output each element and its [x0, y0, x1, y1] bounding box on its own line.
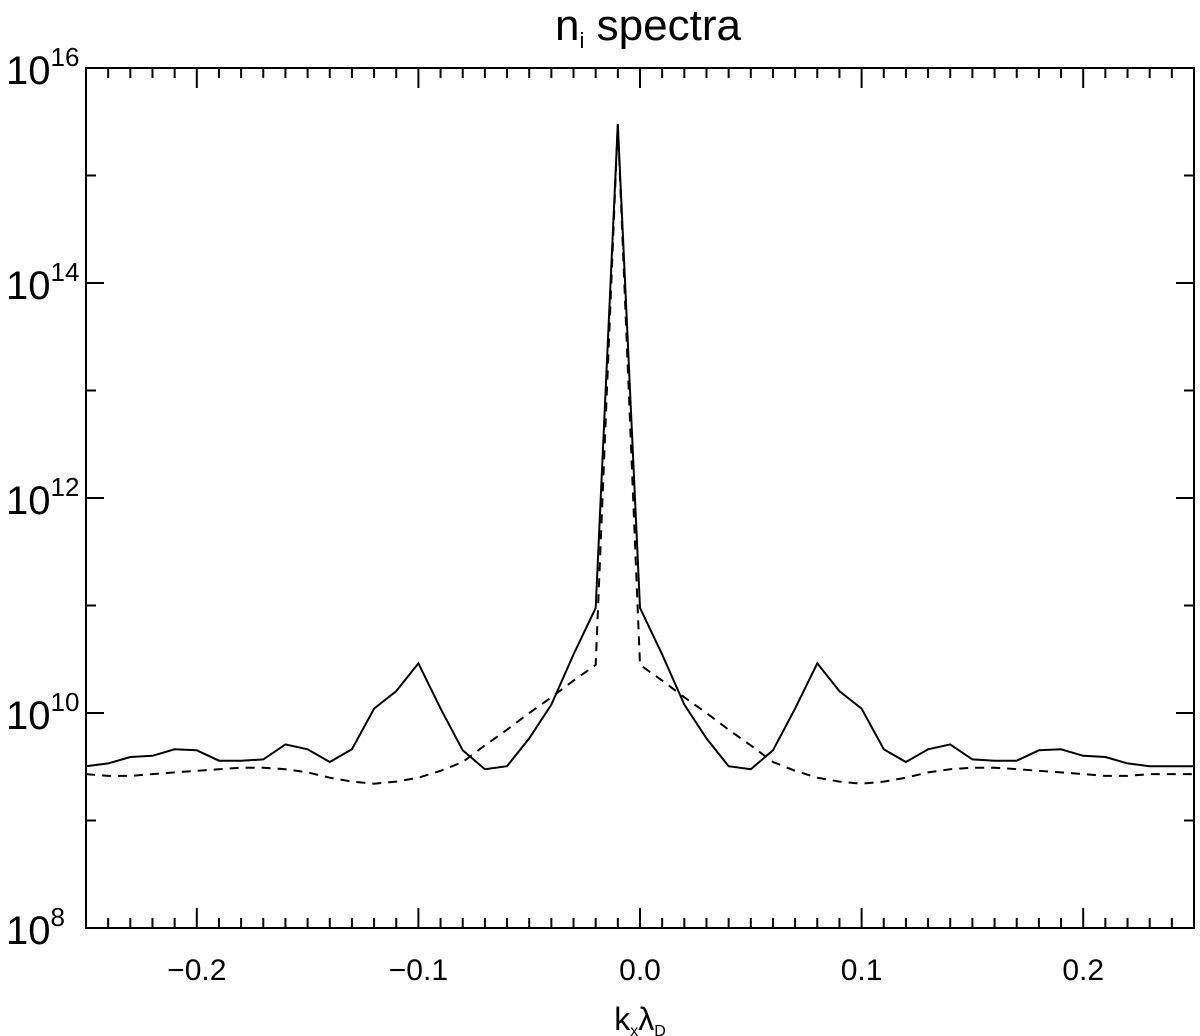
chart-title: ni spectra [555, 1, 741, 53]
x-ticks: −0.2 −0.1 0.0 0.1 0.2 [85, 68, 1195, 987]
y-tick-label: 1010 [6, 687, 79, 738]
x-tick-label: 0.0 [619, 954, 661, 987]
x-tick-label: −0.2 [167, 954, 226, 987]
chart-title-sub: i [580, 28, 585, 53]
y-tick-label: 1016 [6, 42, 79, 93]
chart-title-main: n [555, 1, 579, 50]
x-axis-label-k-sub: x [630, 1023, 638, 1036]
x-axis-label: kxλD [614, 1001, 666, 1036]
chart-title-rest: spectra [584, 1, 741, 50]
y-tick-label: 1012 [6, 472, 79, 523]
series-line-solid [85, 124, 1194, 771]
y-tick-label: 108 [6, 902, 65, 953]
y-tick-label: 1014 [6, 257, 79, 308]
series-line-dashed [85, 124, 1194, 785]
x-axis-label-lambda-sub: D [654, 1023, 666, 1036]
x-axis-label-k: k [614, 1001, 631, 1036]
plot-frame [85, 67, 1195, 929]
series-layer [85, 124, 1194, 785]
x-tick-label: 0.2 [1062, 954, 1104, 987]
x-tick-label: −0.1 [389, 954, 448, 987]
y-ticks: 108 1010 1012 1014 1016 [6, 42, 1194, 953]
x-tick-label: 0.1 [841, 954, 883, 987]
x-axis-label-lambda: λ [638, 1001, 654, 1036]
